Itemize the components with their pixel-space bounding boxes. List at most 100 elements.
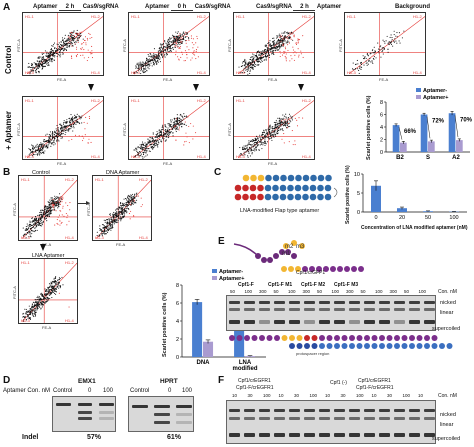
indel-hprt: 61%: [167, 434, 182, 441]
gel-band: [409, 320, 420, 324]
e-band-linear: linear: [440, 310, 454, 316]
gel-band: [244, 308, 255, 311]
rna-bead: [261, 257, 267, 263]
gel-band: [334, 308, 345, 311]
gel-band: [379, 320, 390, 324]
rna-bead: [351, 266, 357, 272]
gel-panel-e: [226, 295, 436, 331]
dna-bead: [326, 343, 333, 349]
d-lane-control-2: Control: [130, 388, 150, 394]
annotation-arrow: [398, 127, 403, 140]
flow-a-r1-c3: H1-1 H1-2 H1-3 H1-4: [233, 12, 315, 76]
f-lane-conc: 10: [325, 393, 331, 398]
dna-bead: [304, 343, 310, 349]
gel-band: [319, 320, 330, 324]
dna-bead: [416, 335, 423, 341]
gel-band: [319, 433, 330, 437]
f-lane-conc: 100: [263, 393, 271, 398]
gel-band: [244, 409, 255, 412]
y-tick-label: 2: [176, 337, 179, 343]
panel-c-xlabel: Concentration of LNA modified aptamer (n…: [361, 225, 468, 231]
gel-band: [424, 320, 435, 324]
flow-a-r1-c2-scatter: [129, 13, 209, 75]
row-label-control: Control: [4, 45, 13, 74]
rna-bead: [273, 253, 279, 259]
legend-swatch: [416, 95, 421, 99]
modification-bead: [291, 240, 297, 246]
bar: [420, 114, 428, 152]
e-lane-conc: 300: [259, 289, 267, 294]
e-lane-conc: 100: [418, 289, 427, 294]
flow-x-axis-label: FE-A: [268, 161, 278, 166]
gel-band: [349, 409, 360, 412]
panel-c-chart: 0 5 10 0 20 50 100 Scarlet positive cells (%) …: [345, 165, 473, 232]
header-3-right: Aptamer: [316, 4, 342, 10]
nucleotide-bead: [272, 174, 280, 182]
bar: [203, 341, 214, 357]
dna-bead: [401, 335, 408, 341]
nucleotide-bead: [249, 193, 257, 201]
header-1-left: Aptamer: [33, 4, 58, 10]
gate-label: H1-4: [91, 154, 100, 159]
rna-bead: [316, 266, 322, 272]
dna-bead: [296, 343, 303, 349]
panel-a-chart: 0 2 4 6 8 B2 66% S 72% A2 70% Aptamer- Aptamer+ Scar…: [366, 86, 473, 166]
f-lane-conc: 10: [418, 393, 424, 398]
gel-band: [77, 417, 93, 420]
f-band-supercoiled: supercoiled: [432, 436, 461, 442]
flow-x-axis-label: FE-A: [57, 161, 67, 166]
gel-band: [304, 409, 315, 412]
down-arrow-3: [298, 84, 304, 91]
gel-band: [274, 409, 285, 412]
panel-a-letter: A: [3, 2, 11, 13]
y-tick-label: 6: [380, 113, 383, 119]
flow-b-title: Control: [32, 170, 50, 176]
rna-bead: [295, 266, 301, 272]
rna-bead: [323, 266, 329, 272]
dna-bead: [259, 335, 265, 341]
y-tick-label: 6: [176, 301, 179, 307]
aptamer-sequence-graphic: [234, 174, 338, 201]
nucleotide-bead: [272, 193, 279, 201]
flow-y-axis-label: FITC-A: [12, 203, 17, 216]
gel-panel-f: [226, 400, 436, 444]
header-2-left: Aptamer: [145, 4, 170, 10]
rna-bead: [267, 257, 273, 263]
header-2-right: Cas9/sgRNA: [194, 4, 231, 10]
gel-band: [334, 433, 345, 437]
nucleotide-bead: [242, 184, 249, 192]
flow-y-axis-label: FITC-A: [12, 286, 17, 299]
header-1-time: 2 h: [59, 4, 82, 11]
gate-label: H1-1: [131, 98, 140, 103]
gate-label: H1-2: [302, 14, 311, 19]
panel-e-letter: E: [218, 236, 225, 247]
gel-band: [229, 308, 240, 311]
dna-bead: [341, 335, 348, 341]
gel-band: [274, 320, 285, 324]
gate-label: H1-3: [131, 154, 140, 159]
panel-b-letter: B: [3, 167, 11, 178]
nucleotide-bead: [294, 184, 302, 192]
flow-y-axis-label: FITC-A: [16, 39, 21, 52]
nucleotide-bead: [317, 184, 324, 192]
header-4-background: Background: [395, 4, 431, 10]
f-lane-conc: 30: [340, 393, 346, 398]
nucleotide-bead: [250, 174, 257, 182]
dna-bead: [319, 343, 325, 349]
gate-label: H1-3: [25, 70, 34, 75]
dna-bead: [409, 335, 415, 341]
gate-label: H1-3: [25, 154, 34, 159]
flow-a-r2-c1: H1-1 H1-2 H1-3 H1-4: [22, 96, 104, 160]
dna-bead: [289, 335, 295, 341]
flow-a-r1-c4-scatter: [345, 13, 425, 75]
gel-band: [98, 411, 114, 414]
bar: [392, 125, 400, 152]
gel-band: [409, 308, 420, 311]
gel-band: [259, 417, 270, 420]
flow-x-axis-label: FE-A: [42, 242, 52, 247]
x-tick-label: LNA: [239, 360, 252, 366]
aptamer-structure: [222, 171, 340, 207]
rna-bead: [255, 253, 261, 259]
gel-band: [304, 308, 315, 311]
gate-label: H1-1: [95, 177, 104, 182]
